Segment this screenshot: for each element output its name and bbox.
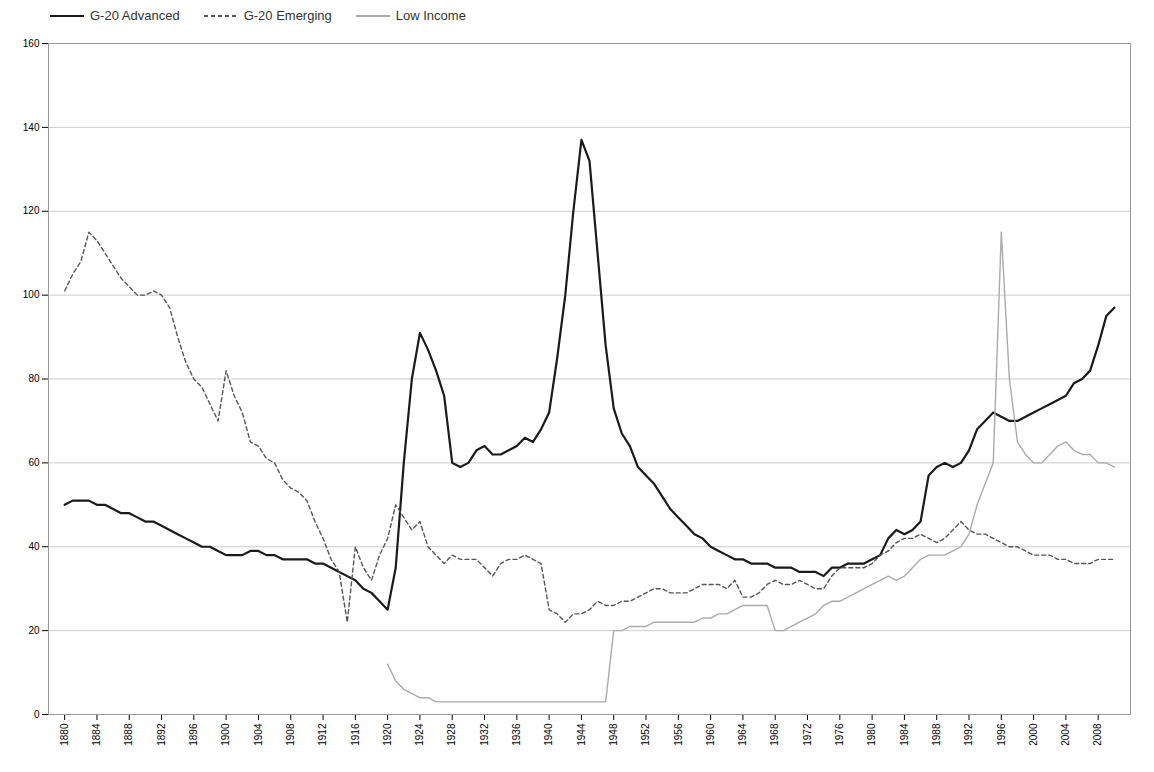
svg-text:1908: 1908 (285, 723, 296, 746)
svg-text:1948: 1948 (608, 723, 619, 746)
svg-text:1968: 1968 (769, 723, 780, 746)
svg-text:1932: 1932 (479, 723, 490, 746)
svg-text:0: 0 (34, 709, 40, 720)
svg-text:1928: 1928 (446, 723, 457, 746)
svg-text:80: 80 (28, 373, 40, 384)
svg-text:2008: 2008 (1092, 723, 1103, 746)
svg-text:20: 20 (28, 625, 40, 636)
svg-text:1936: 1936 (511, 723, 522, 746)
svg-text:1944: 1944 (576, 723, 587, 746)
svg-text:1996: 1996 (996, 723, 1007, 746)
svg-text:1920: 1920 (382, 723, 393, 746)
svg-text:1888: 1888 (123, 723, 134, 746)
svg-text:1984: 1984 (899, 723, 910, 746)
svg-text:100: 100 (23, 289, 40, 300)
svg-text:1892: 1892 (156, 723, 167, 746)
html-text:G-20 Emerging: G-20 Emerging (243, 8, 332, 23)
svg-text:1916: 1916 (350, 723, 361, 746)
svg-text:2000: 2000 (1028, 723, 1039, 746)
svg-text:160: 160 (23, 38, 40, 49)
svg-text:1952: 1952 (640, 723, 651, 746)
svg-text:120: 120 (23, 205, 40, 216)
svg-text:1912: 1912 (317, 723, 328, 746)
svg-text:1904: 1904 (253, 723, 264, 746)
svg-text:1992: 1992 (963, 723, 974, 746)
svg-text:1964: 1964 (737, 723, 748, 746)
html-text:Low Income: Low Income (395, 8, 466, 23)
svg-text:1924: 1924 (414, 723, 425, 746)
svg-text:1960: 1960 (705, 723, 716, 746)
svg-text:1988: 1988 (931, 723, 942, 746)
svg-text:1896: 1896 (188, 723, 199, 746)
svg-text:1972: 1972 (802, 723, 813, 746)
svg-text:1884: 1884 (91, 723, 102, 746)
svg-text:1900: 1900 (220, 723, 231, 746)
html-text:G-20 Advanced: G-20 Advanced (90, 8, 180, 23)
svg-text:1940: 1940 (543, 723, 554, 746)
svg-text:60: 60 (28, 457, 40, 468)
svg-text:1980: 1980 (866, 723, 877, 746)
svg-text:1880: 1880 (59, 723, 70, 746)
svg-text:1976: 1976 (834, 723, 845, 746)
svg-text:140: 140 (23, 122, 40, 133)
svg-text:1956: 1956 (673, 723, 684, 746)
svg-text:40: 40 (28, 541, 40, 552)
svg-text:2004: 2004 (1060, 723, 1071, 746)
